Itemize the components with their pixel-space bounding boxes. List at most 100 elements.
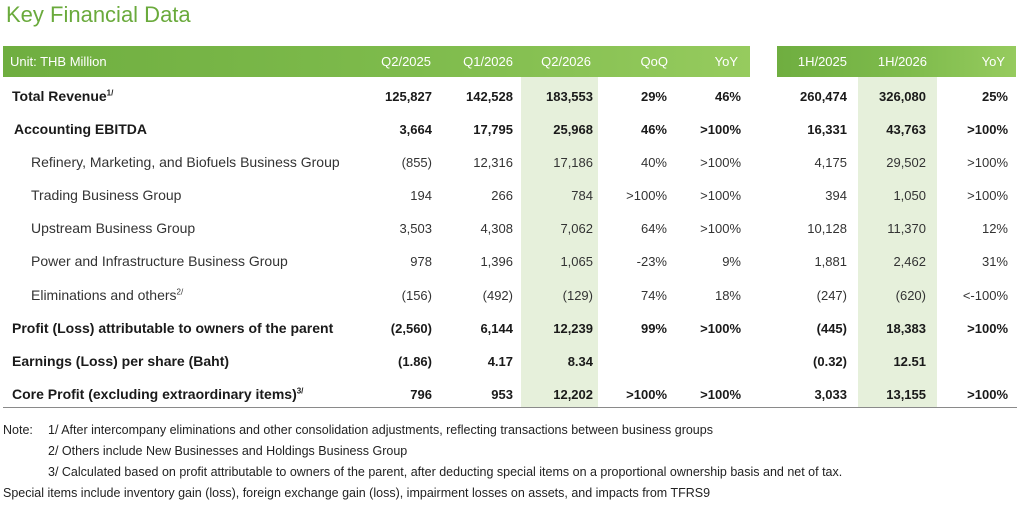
- table-cell: 1,881: [814, 254, 847, 269]
- table-cell: 6,144: [480, 321, 513, 336]
- row-label-text: Refinery, Marketing, and Biofuels Busine…: [31, 154, 340, 170]
- table-cell: >100%: [967, 122, 1008, 137]
- table-cell: 46%: [640, 122, 667, 137]
- table-cell: (2,560): [390, 321, 432, 336]
- row-label-text: Trading Business Group: [31, 187, 182, 203]
- table-row: Eliminations and others2/ (156) (492) (129)…: [0, 279, 1024, 312]
- header-col-1h-2025: 1H/2025: [797, 54, 847, 69]
- row-label: Refinery, Marketing, and Biofuels Busine…: [31, 146, 340, 179]
- table-cell: 16,331: [807, 122, 847, 137]
- table-cell: 9%: [722, 254, 741, 269]
- row-label: Trading Business Group: [31, 179, 181, 212]
- page-title: Key Financial Data: [6, 2, 191, 27]
- table-cell: >100%: [700, 221, 741, 236]
- header-col-q1-2026: Q1/2026: [463, 54, 513, 69]
- table-cell: 3,664: [399, 122, 432, 137]
- table-cell: 142,528: [466, 89, 513, 104]
- table-cell: 194: [410, 188, 432, 203]
- table-cell: [651, 345, 741, 378]
- header-col-qoq: QoQ: [640, 54, 668, 69]
- table-cell: (247): [816, 288, 847, 303]
- table-cell: 2,462: [893, 254, 926, 269]
- table-cell: 13,155: [886, 387, 926, 402]
- table-cell: 18%: [714, 288, 741, 303]
- table-cell: 17,795: [473, 122, 513, 137]
- row-label: Upstream Business Group: [31, 212, 195, 245]
- table-cell: -23%: [636, 254, 667, 269]
- table-cell: 394: [825, 188, 847, 203]
- table-cell: 796: [410, 387, 432, 402]
- table-row: Accounting EBITDA 3,664 17,795 25,968 46% >10…: [0, 113, 1024, 146]
- row-label-text: Upstream Business Group: [31, 220, 196, 236]
- row-label: Eliminations and others2/: [31, 279, 183, 312]
- table-cell: 46%: [714, 89, 741, 104]
- row-label-text: Total Revenue: [12, 88, 107, 104]
- table-cell: >100%: [626, 188, 667, 203]
- table-cell: (129): [562, 288, 593, 303]
- table-cell: 183,553: [546, 89, 593, 104]
- table-cell: (492): [482, 288, 513, 303]
- note-1: 1/ After intercompany eliminations and o…: [48, 423, 713, 437]
- row-label-text: Core Profit (excluding extraordinary ite…: [12, 386, 297, 402]
- row-label-text: Eliminations and others: [31, 287, 177, 303]
- table-cell: >100%: [700, 387, 741, 402]
- row-label: Earnings (Loss) per share (Baht): [12, 345, 229, 378]
- row-label-text: Power and Infrastructure Business Group: [31, 253, 288, 269]
- table-row: Profit (Loss) attributable to owners of …: [0, 312, 1024, 345]
- highlight-column-1h-2026: [858, 77, 937, 407]
- table-cell: 12,316: [473, 155, 513, 170]
- table-row: Upstream Business Group 3,503 4,308 7,062 64…: [0, 212, 1024, 245]
- table-row: Total Revenue1/125,827 142,528 183,553 29% 4…: [0, 80, 1024, 113]
- table-row: Refinery, Marketing, and Biofuels Busine…: [0, 146, 1024, 179]
- note-3a: 3/ Calculated based on profit attributab…: [48, 465, 843, 479]
- table-cell: (1.86): [398, 354, 432, 369]
- header-unit: Unit: THB Million: [10, 54, 107, 69]
- table-cell: 18,383: [886, 321, 926, 336]
- table-header-left: Unit: THB Million Q2/2025 Q1/2026 Q2/202…: [3, 46, 750, 77]
- row-label: Core Profit (excluding extraordinary ite…: [12, 378, 303, 411]
- table-cell: >100%: [700, 122, 741, 137]
- header-col-q2-2025: Q2/2025: [381, 54, 431, 69]
- table-cell: 4,175: [814, 155, 847, 170]
- table-row: Core Profit (excluding extraordinary ite…: [0, 378, 1024, 411]
- table-cell: 8.34: [567, 354, 593, 369]
- row-label-text: Accounting EBITDA: [14, 121, 147, 137]
- table-cell: 74%: [640, 288, 667, 303]
- table-cell: 12%: [981, 221, 1008, 236]
- table-cell: 99%: [640, 321, 667, 336]
- table-cell: 29,502: [886, 155, 926, 170]
- row-label-text: Profit (Loss) attributable to owners of …: [12, 320, 334, 336]
- table-cell: 43,763: [886, 122, 926, 137]
- note-3b: Special items include inventory gain (lo…: [3, 486, 711, 500]
- table-cell: 266: [491, 188, 513, 203]
- table-cell: >100%: [626, 387, 667, 402]
- table-row: Power and Infrastructure Business Group 9…: [0, 245, 1024, 278]
- table-cell: (855): [401, 155, 432, 170]
- row-label: Power and Infrastructure Business Group: [31, 245, 288, 278]
- table-cell: 260,474: [800, 89, 847, 104]
- table-cell: 978: [410, 254, 432, 269]
- table-cell: 31%: [981, 254, 1008, 269]
- table-cell: >100%: [967, 155, 1008, 170]
- table-cell: 12.51: [893, 354, 926, 369]
- table-cell: 25,968: [553, 122, 593, 137]
- table-cell: 64%: [640, 221, 667, 236]
- table-cell: 11,370: [887, 221, 926, 236]
- row-label: Accounting EBITDA: [14, 113, 147, 146]
- note-2: 2/ Others include New Businesses and Hol…: [48, 444, 408, 458]
- table-cell: >100%: [967, 188, 1008, 203]
- table-cell: 3,033: [814, 387, 847, 402]
- table-cell: 29%: [640, 89, 667, 104]
- table-row: Earnings (Loss) per share (Baht) (1.86) 4.…: [0, 345, 1024, 378]
- table-header-right: 1H/2025 1H/2026 YoY: [777, 46, 1016, 77]
- footnote-marker: 2/: [176, 287, 184, 297]
- row-label: Total Revenue1/: [12, 80, 113, 113]
- table-cell: (156): [401, 288, 432, 303]
- table-bottom-divider: [3, 407, 1017, 408]
- table-cell: 12,239: [553, 321, 593, 336]
- table-cell: 1,396: [480, 254, 513, 269]
- note-prefix: Note:: [3, 423, 33, 437]
- row-label-text: Earnings (Loss) per share (Baht): [12, 353, 230, 369]
- table-cell: 12,202: [553, 387, 593, 402]
- table-cell: >100%: [967, 321, 1008, 336]
